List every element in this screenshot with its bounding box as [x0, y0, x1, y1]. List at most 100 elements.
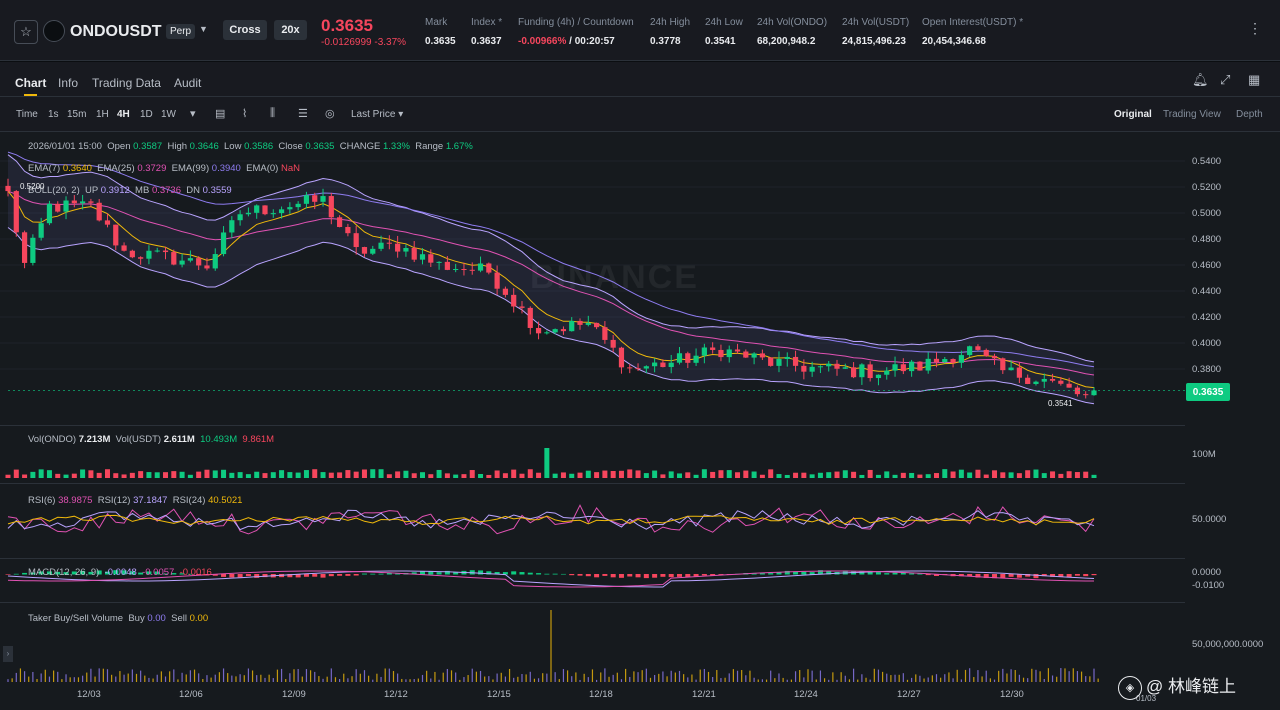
candle-body: [469, 269, 475, 271]
taker-volume-bar: [156, 674, 158, 682]
price-axis-label: 0.5400: [1192, 156, 1222, 167]
volume-bar: [138, 471, 144, 478]
collapse-arrow-icon[interactable]: ›: [3, 646, 13, 662]
volume-bar: [395, 471, 401, 478]
taker-volume-bar: [471, 668, 473, 682]
taker-volume-bar: [463, 677, 465, 682]
target-icon[interactable]: ◎: [325, 108, 335, 120]
candle-body: [411, 248, 417, 260]
candle-body: [909, 361, 915, 372]
volume-bar: [1066, 471, 1072, 478]
macd-histogram-bar: [121, 570, 127, 575]
taker-volume-bar: [807, 669, 809, 682]
macd-histogram-bar: [635, 574, 641, 578]
timeframe-1s[interactable]: 1s: [48, 109, 59, 120]
macd-histogram-bar: [618, 574, 624, 578]
macd-histogram-bar: [428, 571, 434, 575]
more-icon[interactable]: ⋮: [1248, 20, 1262, 36]
volume-bar: [212, 470, 218, 478]
timeframe-time[interactable]: Time: [16, 109, 38, 120]
volume-bar: [867, 469, 873, 478]
taker-volume-bar: [73, 677, 75, 682]
date-axis-label: 12/18: [589, 689, 613, 700]
volume-bar: [569, 473, 575, 478]
timeframe-15m[interactable]: 15m: [67, 109, 87, 120]
taker-volume-bar: [198, 673, 200, 682]
taker-volume-bar: [794, 671, 797, 682]
chart-panel[interactable]: [0, 132, 1280, 710]
candle-body: [701, 347, 707, 356]
date-axis-label: 12/12: [384, 689, 408, 700]
macd-histogram-bar: [5, 574, 11, 575]
volume-bar: [759, 474, 765, 478]
margin-mode-button[interactable]: Cross: [223, 20, 267, 40]
macd-histogram-bar: [303, 574, 309, 577]
macd-histogram-bar: [718, 574, 724, 575]
taker-volume-bar: [678, 670, 681, 682]
calendar-icon[interactable]: ▤: [215, 108, 226, 120]
candle-body: [121, 245, 127, 251]
pane-divider[interactable]: [0, 558, 1185, 559]
expand-icon[interactable]: ⤢: [1220, 72, 1231, 87]
candle-type-icon[interactable]: ⫼: [270, 107, 276, 119]
taker-volume-bar: [330, 668, 332, 682]
view-original[interactable]: Original: [1114, 109, 1152, 120]
tab-info[interactable]: Info: [58, 76, 79, 90]
taker-volume-bar: [48, 676, 51, 682]
settings-sliders-icon[interactable]: ☰: [298, 108, 308, 120]
macd-histogram-bar: [262, 574, 268, 578]
view-trading-view[interactable]: Trading View: [1163, 109, 1221, 120]
macd-histogram-bar: [1016, 574, 1022, 578]
tab-audit[interactable]: Audit: [174, 76, 202, 90]
layout-grid-icon[interactable]: ▦: [1248, 72, 1261, 87]
taker-volume-bar: [115, 676, 117, 682]
volume-bar: [967, 472, 973, 478]
volume-bar: [1008, 472, 1014, 478]
taker-axis-label: 50,000,000.0000: [1192, 639, 1264, 650]
symbol-name[interactable]: ONDOUSDT: [70, 23, 162, 40]
symbol-dropdown-icon[interactable]: ▼: [199, 24, 208, 34]
tab-trading-data[interactable]: Trading Data: [92, 76, 161, 90]
bell-icon[interactable]: 🔔︎: [1192, 72, 1209, 87]
tab-chart[interactable]: Chart: [15, 76, 47, 96]
taker-volume-bar: [633, 671, 635, 682]
price-source-select[interactable]: Last Price ▾: [351, 109, 404, 120]
taker-volume-bar: [529, 671, 531, 682]
timeframe-1d[interactable]: 1D: [140, 109, 153, 120]
stat-funding: Funding (4h) / Countdown -0.00966% / 00:2…: [518, 17, 634, 47]
taker-volume-bar: [231, 675, 233, 682]
taker-volume-bar: [861, 674, 863, 682]
taker-volume-bar: [898, 674, 900, 682]
leverage-button[interactable]: 20x: [274, 20, 307, 40]
price-axis-label: 0.4400: [1192, 286, 1222, 297]
volume-bar: [992, 470, 998, 478]
taker-volume-bar: [1014, 669, 1016, 682]
candle-body: [378, 242, 384, 249]
star-icon[interactable]: ☆: [14, 20, 38, 44]
timeframe-more-icon[interactable]: ▾: [190, 108, 196, 120]
taker-volume-bar: [911, 677, 913, 682]
timeframe-1h[interactable]: 1H: [96, 109, 109, 120]
indicator-icon[interactable]: ⌇: [242, 108, 248, 120]
macd-histogram-bar: [536, 573, 542, 575]
pane-divider[interactable]: [0, 602, 1185, 603]
view-depth[interactable]: Depth: [1236, 109, 1263, 120]
pane-divider[interactable]: [0, 425, 1185, 426]
macd-histogram-bar: [353, 574, 359, 576]
candle-body: [635, 368, 641, 370]
pane-divider[interactable]: [0, 483, 1185, 484]
timeframe-4h[interactable]: 4H: [117, 109, 130, 120]
candle-body: [801, 365, 807, 372]
taker-volume-bar: [720, 678, 722, 682]
candle-body: [569, 320, 575, 332]
timeframe-1w[interactable]: 1W: [161, 109, 176, 120]
taker-volume-bar: [546, 673, 548, 682]
candle-body: [320, 196, 326, 202]
taker-volume-bar: [683, 674, 685, 682]
taker-volume-bar: [691, 674, 693, 682]
candle-body: [809, 366, 815, 372]
macd-histogram-bar: [30, 572, 36, 575]
taker-volume-bar: [712, 676, 714, 682]
taker-volume-bar: [790, 679, 793, 682]
